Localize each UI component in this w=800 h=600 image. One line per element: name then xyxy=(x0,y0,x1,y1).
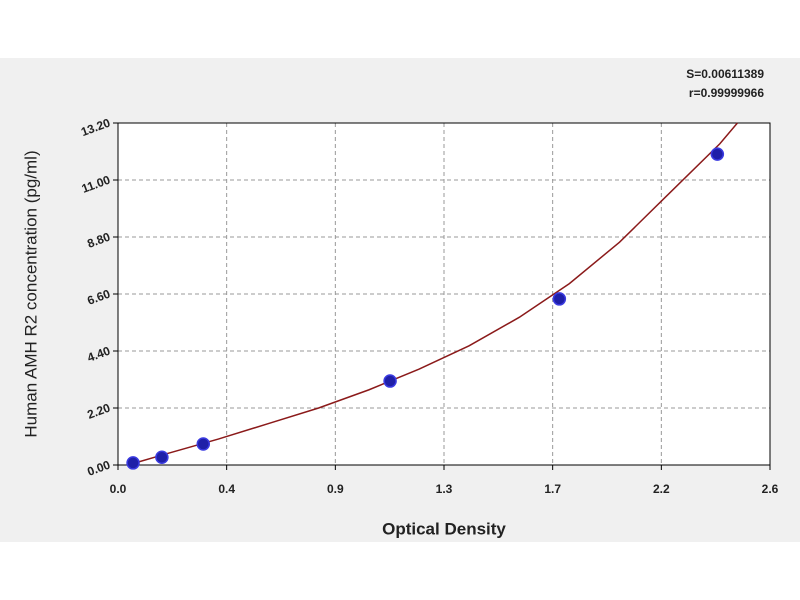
plot-border xyxy=(117,122,771,466)
x-tick-label: 1.3 xyxy=(436,482,453,496)
y-axis-title: Human AMH R2 concentration (pg/ml) xyxy=(21,150,40,437)
x-tick-label: 0.9 xyxy=(327,482,344,496)
data-point xyxy=(126,456,140,470)
x-tick-label: 2.2 xyxy=(653,482,670,496)
annotation: S=0.00611389 xyxy=(686,67,764,81)
data-point xyxy=(383,374,397,388)
annotation: r=0.99999966 xyxy=(689,86,764,100)
data-point xyxy=(196,437,211,451)
x-tick-label: 0.0 xyxy=(110,482,127,496)
data-point xyxy=(710,147,725,161)
data-point xyxy=(155,450,169,464)
x-tick-label: 2.6 xyxy=(762,482,779,496)
data-point xyxy=(552,292,567,306)
x-tick-label: 1.7 xyxy=(544,482,561,496)
x-tick-label: 0.4 xyxy=(218,482,235,496)
x-axis-title: Optical Density xyxy=(382,519,506,538)
fit-curve xyxy=(130,122,738,465)
